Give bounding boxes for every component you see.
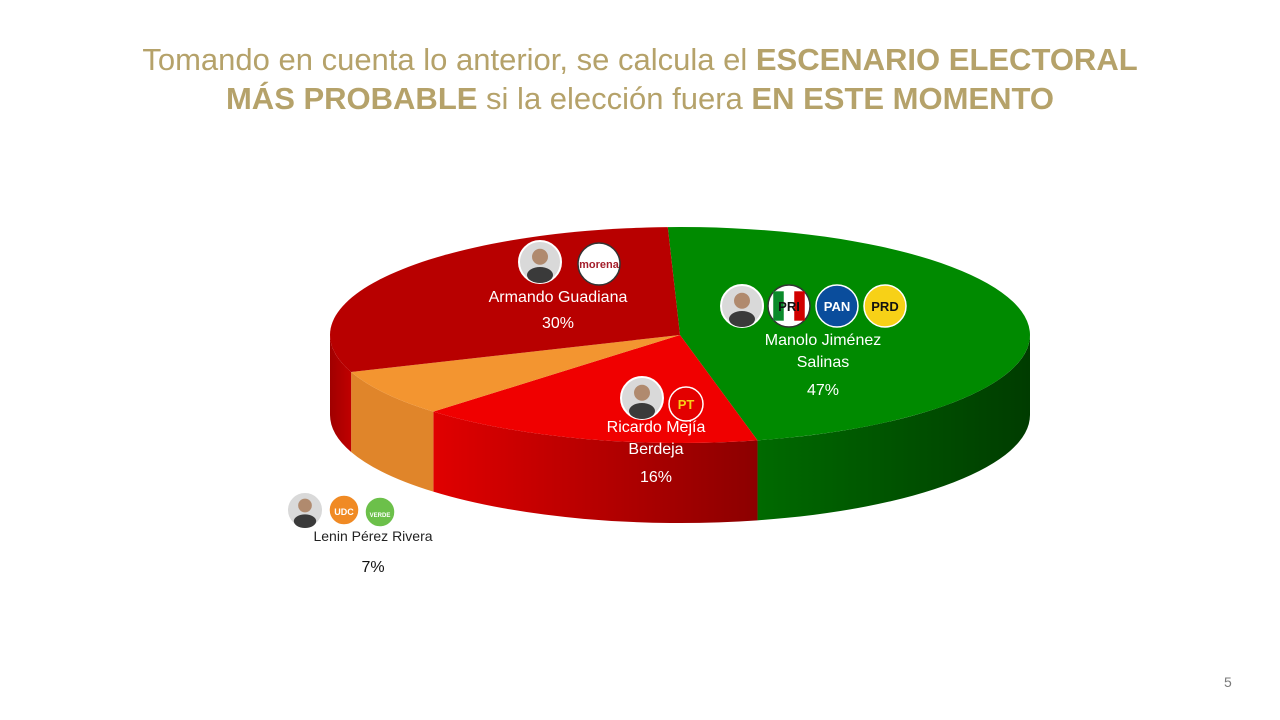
title-line2-bold-a: MÁS PROBABLE	[225, 81, 478, 116]
title-line2-plain: si la elección fuera	[477, 81, 752, 116]
party-logo-pt: PT	[668, 386, 704, 422]
pie-labels: Manolo Jiménez Salinas 47% PRI PAN PRD Ricardo…	[286, 240, 907, 576]
slice-value-1: 16%	[640, 469, 672, 486]
slice-label-1-0: Ricardo Mejía	[607, 419, 706, 436]
title-line2-bold-b: EN ESTE MOMENTO	[751, 81, 1054, 116]
party-logo-text-udc: UDC	[334, 507, 354, 517]
slice-value-0: 47%	[807, 382, 839, 399]
slice-value-2: 7%	[361, 559, 384, 576]
party-logo-morena: morena	[577, 242, 621, 286]
pie-side-0	[757, 335, 1030, 521]
party-logo-verde: VERDE	[364, 496, 396, 528]
pie-sides	[330, 335, 1030, 523]
slice-label-1-1: Berdeja	[628, 441, 683, 458]
chart-title: Tomando en cuenta lo anterior, se calcul…	[0, 40, 1280, 118]
slice-label-0-1: Salinas	[797, 354, 849, 371]
party-logo-prd: PRD	[863, 284, 907, 328]
title-line1-plain: Tomando en cuenta lo anterior, se calcul…	[142, 42, 756, 77]
pie-slice-0	[667, 227, 1030, 441]
pie-slice-2	[351, 335, 680, 412]
slice-label-2-0: Lenin Pérez Rivera	[313, 528, 432, 544]
party-logo-pan: PAN	[815, 284, 859, 328]
party-logo-text-pri: PRI	[778, 299, 800, 314]
party-logo-text-morena: morena	[579, 259, 620, 271]
candidate-avatar-3	[518, 240, 562, 284]
party-logo-udc: UDC	[328, 494, 360, 526]
candidate-avatar-0	[720, 284, 764, 328]
pie-side-2	[351, 371, 434, 492]
slice-value-3: 30%	[542, 315, 574, 332]
pie-side-3	[330, 335, 352, 452]
party-logo-pri: PRI	[767, 284, 811, 328]
party-logo-text-pt: PT	[678, 397, 695, 412]
title-line1-bold: ESCENARIO ELECTORAL	[755, 42, 1138, 77]
slice-label-0-0: Manolo Jiménez	[765, 332, 882, 349]
candidate-avatar-2	[286, 491, 324, 529]
pie-side-1	[433, 411, 758, 523]
title-line-1: Tomando en cuenta lo anterior, se calcul…	[0, 40, 1280, 79]
slice-label-3-0: Armando Guadiana	[489, 289, 628, 306]
slide-number: 5	[1224, 674, 1232, 690]
party-logo-text-pan: PAN	[824, 299, 850, 314]
title-line-2: MÁS PROBABLE si la elección fuera EN EST…	[0, 79, 1280, 118]
party-logo-text-prd: PRD	[871, 299, 898, 314]
candidate-avatar-1	[620, 376, 664, 420]
party-logo-text-verde: VERDE	[370, 513, 391, 519]
